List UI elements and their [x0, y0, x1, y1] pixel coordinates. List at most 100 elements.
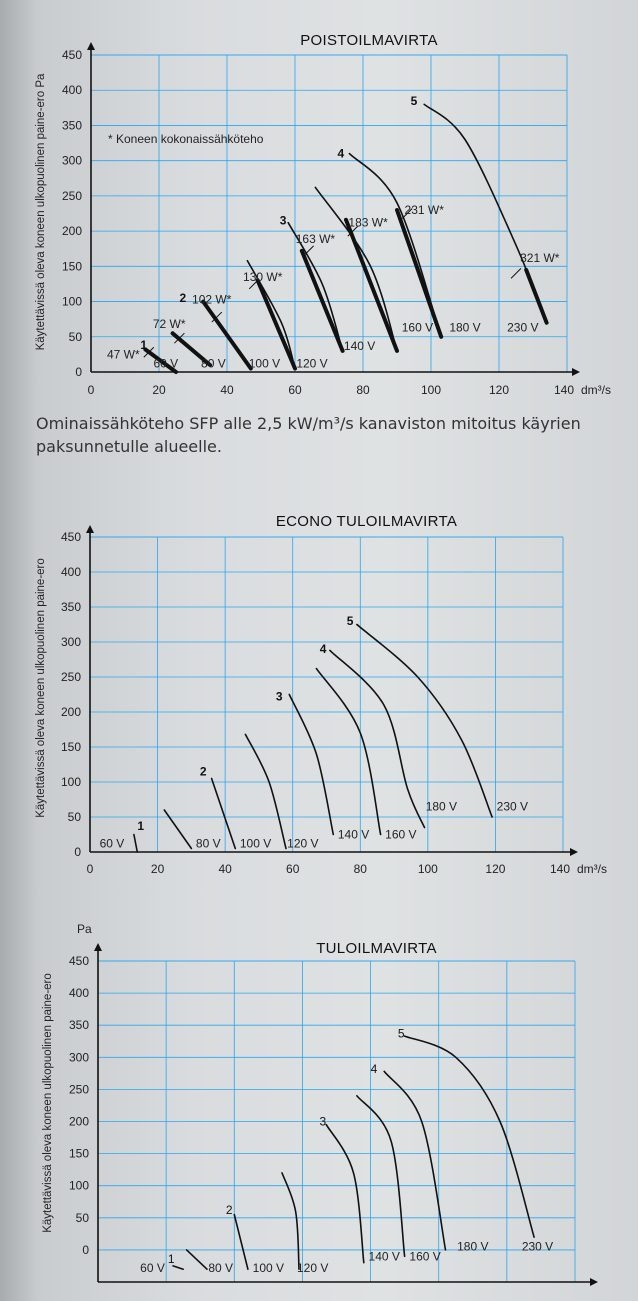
- y-axis-label: Käytettävissä oleva koneen ulkopuolinen …: [35, 73, 47, 350]
- power-label: 183 W*: [348, 216, 388, 230]
- series-curves: [133, 623, 493, 853]
- series-line-thick-140v: [299, 248, 345, 353]
- y-tick-label: 450: [61, 530, 81, 544]
- curve-number: 5: [398, 1027, 405, 1041]
- y-tick-label: 400: [62, 83, 82, 97]
- chart-note: * Koneen kokonaissähköteho: [108, 132, 264, 146]
- power-tick: [347, 225, 359, 237]
- chart-title: POISTOILMAVIRTA: [300, 32, 438, 49]
- power-tick: [211, 311, 223, 323]
- curve-number: 3: [276, 690, 283, 704]
- y-tick-label: 200: [61, 705, 81, 719]
- y-tick-label: 300: [61, 635, 81, 649]
- series-line-160v: [315, 667, 382, 836]
- series-label: 60 V: [100, 837, 125, 851]
- x-tick-label: 0: [87, 862, 94, 876]
- power-label: 102 W*: [192, 292, 232, 306]
- y-tick-label: 50: [68, 810, 82, 824]
- power-tick: [510, 268, 522, 279]
- series-line-100v: [210, 777, 237, 850]
- grid: [98, 960, 576, 1282]
- y-axis-arrow: [86, 525, 94, 533]
- grid: [91, 54, 568, 372]
- curve-number: 2: [226, 1203, 233, 1217]
- series-label: 140 V: [338, 828, 369, 842]
- curve-number: 1: [137, 819, 144, 833]
- chart-econo-tuloilmavirta: 0 50 100 150 200 250 300 350 400 450 0 20 40 60 80 100 1…: [35, 513, 607, 876]
- y-tick-label: 150: [62, 259, 82, 273]
- power-tick: [303, 245, 314, 257]
- series-label: 140 V: [369, 1249, 400, 1263]
- curve-number: 5: [411, 94, 418, 108]
- y-tick-label: 450: [62, 48, 82, 62]
- curve-number: 5: [347, 614, 354, 628]
- y-tick-label: 300: [62, 154, 82, 168]
- series-label: 100 V: [253, 1261, 284, 1275]
- x-tick-label: 140: [554, 383, 574, 397]
- series-line-120v: [244, 733, 287, 850]
- series-label: 180 V: [457, 1240, 488, 1254]
- power-tick: [143, 346, 155, 358]
- power-label: 47 W*: [107, 347, 140, 361]
- series-line-60v: [133, 833, 139, 853]
- y-tick-label: 0: [82, 1243, 89, 1257]
- y-axis-label: Käytettävissä oleva koneen ulkopuolinen …: [35, 558, 47, 818]
- y-tick-label: 400: [61, 565, 81, 579]
- series-label: 230 V: [507, 321, 538, 335]
- y-tick-label: 350: [62, 118, 82, 132]
- series-line-230v: [356, 623, 493, 818]
- series-label: 100 V: [249, 357, 280, 371]
- series-line-120v: [281, 1172, 300, 1270]
- power-label: 231 W*: [405, 203, 445, 217]
- series-line-thick-120v: [255, 278, 297, 371]
- series-label: 80 V: [196, 837, 221, 851]
- series-label: 160 V: [385, 828, 416, 842]
- y-tick-label: 50: [69, 330, 83, 344]
- series-label: 80 V: [201, 357, 226, 371]
- series-label: 160 V: [409, 1249, 440, 1263]
- y-tick-label: 250: [69, 1082, 89, 1096]
- power-label: 130 W*: [243, 270, 283, 284]
- power-tick: [401, 208, 413, 219]
- series-curves: [143, 103, 549, 374]
- curve-number: 3: [320, 1115, 327, 1129]
- series-label: 80 V: [208, 1261, 233, 1275]
- y-tick-label: 400: [69, 986, 89, 1000]
- series-label: 160 V: [402, 321, 433, 335]
- x-tick-label: 100: [421, 383, 441, 397]
- series-label: 60 V: [153, 357, 178, 371]
- series-label: 180 V: [449, 321, 480, 335]
- x-axis-arrow: [590, 1278, 598, 1286]
- x-tick-label: 80: [356, 383, 370, 397]
- y-tick-label: 250: [62, 189, 82, 203]
- curve-number: 1: [140, 338, 147, 352]
- series-line-100v: [233, 1213, 249, 1270]
- power-tick: [174, 332, 185, 344]
- y-tick-label: 150: [69, 1147, 89, 1161]
- curve-number: 1: [168, 1252, 175, 1266]
- series-line-thick-160v: [344, 217, 399, 353]
- x-tick-label: 100: [418, 862, 438, 876]
- chart-tuloilmavirta: 0 50 100 150 200 250 300 350 400 450 Pa TULOILMAVIR…: [42, 922, 598, 1286]
- y-axis-arrow: [94, 943, 102, 951]
- series-label: 120 V: [297, 1261, 328, 1275]
- series-line-thick-60v: [143, 347, 178, 374]
- x-axis-unit: dm³/s: [581, 383, 611, 397]
- y-tick-label: 100: [61, 775, 81, 789]
- x-tick-label: 60: [286, 862, 300, 876]
- y-tick-label: 300: [69, 1050, 89, 1064]
- x-tick-label: 140: [550, 862, 570, 876]
- chart-title: TULOILMAVIRTA: [316, 940, 437, 957]
- x-tick-label: 40: [218, 862, 232, 876]
- x-tick-label: 20: [151, 862, 165, 876]
- power-label: 321 W*: [520, 251, 560, 265]
- x-tick-label: 80: [354, 862, 368, 876]
- series-label: 230 V: [522, 1240, 553, 1254]
- x-tick-label: 120: [489, 383, 509, 397]
- x-tick-label: 40: [220, 383, 234, 397]
- series-line-160v: [314, 186, 398, 352]
- series-line-thick-180v: [395, 208, 444, 339]
- x-axis-unit: dm³/s: [577, 862, 607, 876]
- y-tick-label: 350: [69, 1018, 89, 1032]
- series-line-80v: [163, 809, 193, 850]
